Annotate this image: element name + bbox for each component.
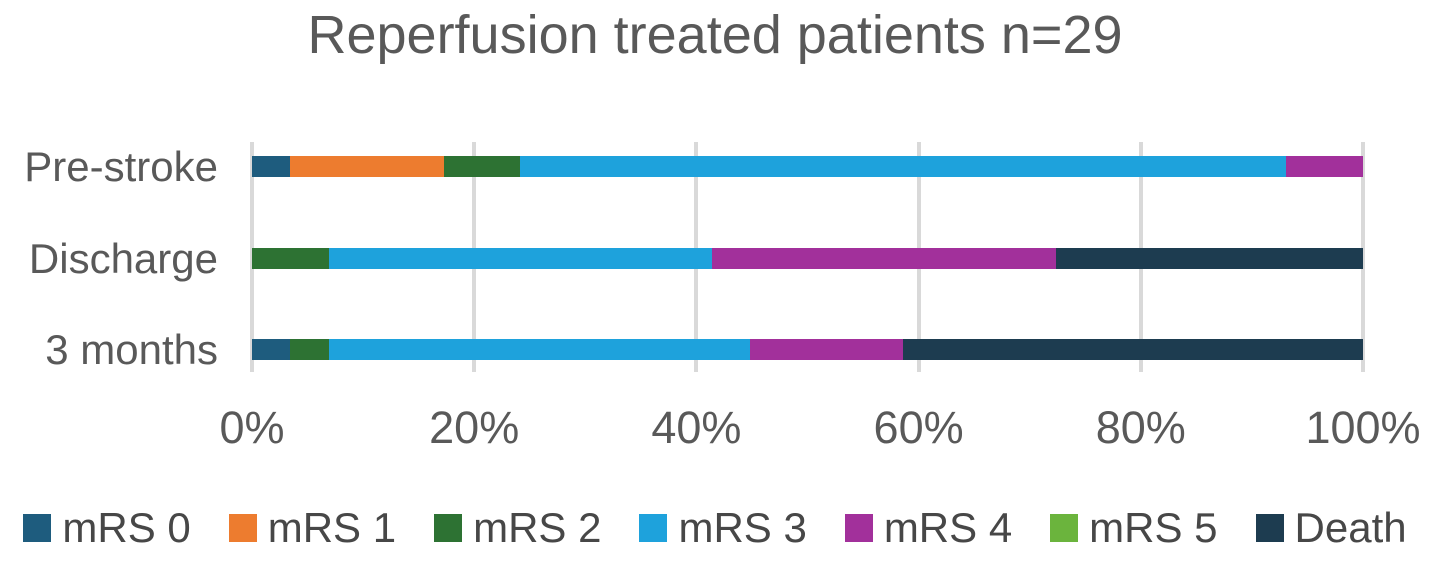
x-tick-label-20-: 20%	[429, 402, 520, 453]
bar-segment-mrs-2-3-months	[290, 339, 329, 360]
x-tick-label-40-: 40%	[651, 402, 742, 453]
bar-segment-mrs-2-discharge	[252, 248, 329, 269]
legend-label-mrs-0: mRS 0	[62, 504, 191, 551]
legend-swatch-mrs-1	[228, 514, 257, 542]
category-label-discharge: Discharge	[28, 234, 218, 282]
bar-segment-death-3-months	[903, 339, 1363, 360]
legend-label-mrs-3: mRS 3	[678, 504, 807, 551]
legend-item-mrs-5: mRS 5	[1050, 504, 1218, 552]
bar-segment-mrs-4-3-months	[750, 339, 904, 360]
legend-label-mrs-5: mRS 5	[1089, 504, 1218, 551]
legend-item-mrs-1: mRS 1	[228, 504, 397, 552]
bar-segment-mrs-3-pre-stroke	[520, 156, 1287, 177]
category-labels: Pre-stroke Discharge 3 months	[0, 142, 218, 373]
legend-swatch-mrs-5	[1050, 514, 1079, 542]
bar-segment-mrs-3-3-months	[328, 339, 751, 360]
legend-swatch-mrs-2	[434, 514, 463, 542]
legend-label-mrs-4: mRS 4	[883, 504, 1013, 551]
legend-item-mrs-0: mRS 0	[23, 504, 191, 552]
legend-label-death: Death	[1294, 504, 1407, 551]
category-label-pre-stroke: Pre-stroke	[24, 142, 218, 190]
legend-label-mrs-1: mRS 1	[267, 504, 397, 551]
legend-swatch-mrs-3	[639, 514, 668, 542]
plot-area	[250, 142, 1365, 372]
x-tick-label-100-: 100%	[1305, 402, 1421, 453]
bar-segment-mrs-0-pre-stroke	[252, 156, 291, 177]
bar-segment-mrs-0-3-months	[252, 339, 291, 360]
bar-row-pre-stroke	[252, 156, 1364, 177]
chart-title: Reperfusion treated patients n=29	[307, 5, 1123, 65]
category-label-3-months: 3 months	[45, 325, 218, 373]
legend-swatch-mrs-0	[23, 514, 52, 542]
legend-swatch-mrs-4	[844, 514, 873, 542]
bar-segment-mrs-4-pre-stroke	[1286, 156, 1364, 177]
x-tick-label-80-: 80%	[1095, 402, 1186, 453]
x-axis-ticks: 0% 20% 40% 60% 80% 100%	[219, 402, 1420, 458]
bar-segment-death-discharge	[1056, 248, 1363, 269]
legend-label-mrs-2: mRS 2	[473, 504, 602, 551]
bar-segment-mrs-4-discharge	[711, 248, 1057, 269]
legend-item-mrs-3: mRS 3	[639, 504, 807, 552]
bar-segment-mrs-2-pre-stroke	[443, 156, 521, 177]
bar-row-discharge	[252, 248, 1363, 269]
bar-row-3-months	[252, 339, 1363, 360]
gridline-100-	[1361, 142, 1365, 372]
legend: mRS 0 mRS 1 mRS 2 mRS 3 mRS 4 mRS 5 Death	[0, 500, 1430, 556]
legend-item-mrs-2: mRS 2	[434, 504, 601, 552]
bar-segment-mrs-1-pre-stroke	[290, 156, 444, 177]
x-tick-label-60-: 60%	[873, 402, 964, 453]
legend-item-mrs-4: mRS 4	[844, 504, 1013, 552]
x-tick-label-0-: 0%	[219, 402, 285, 453]
bar-segment-mrs-3-discharge	[328, 248, 712, 269]
legend-swatch-death	[1255, 514, 1284, 542]
legend-item-death: Death	[1255, 504, 1407, 552]
